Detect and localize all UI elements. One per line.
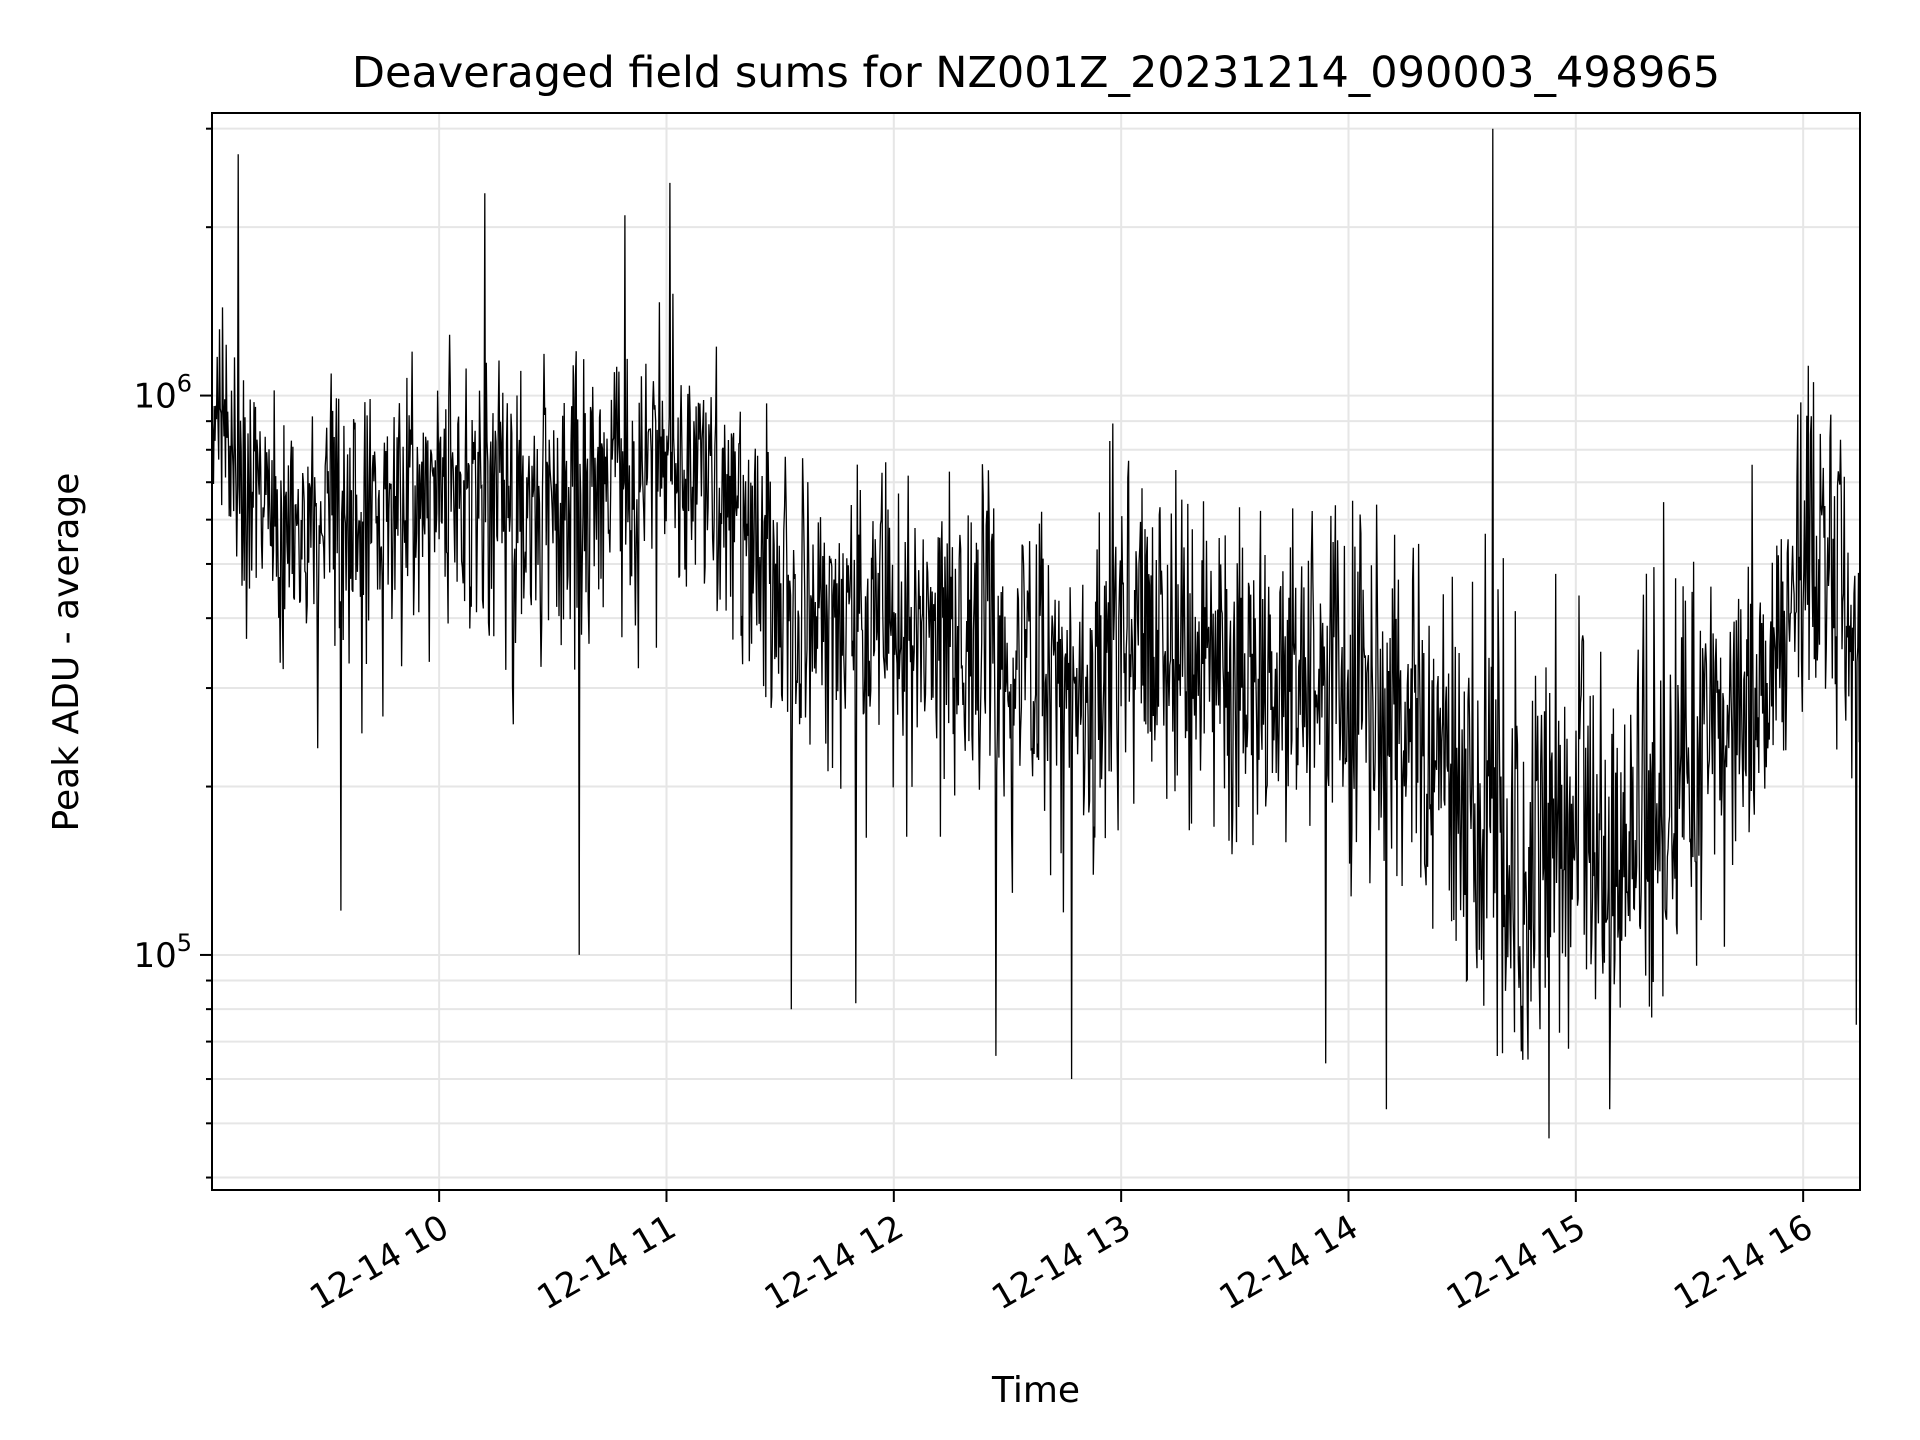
series-line: [211, 128, 1861, 1139]
y-tick-label: 106: [133, 370, 192, 417]
y-tick-base: 10: [133, 377, 176, 417]
plot-frame: [211, 112, 1861, 1191]
y-tick-label: 105: [133, 929, 192, 976]
y-tick-exponent: 5: [177, 929, 192, 957]
y-tick-exponent: 6: [177, 370, 192, 398]
chart-title: Deaveraged field sums for NZ001Z_2023121…: [352, 48, 1720, 98]
y-tick-base: 10: [133, 936, 176, 976]
y-axis-label: Peak ADU - average: [46, 473, 87, 832]
series-layer: [211, 128, 1861, 1139]
x-axis-label: Time: [991, 1370, 1080, 1411]
